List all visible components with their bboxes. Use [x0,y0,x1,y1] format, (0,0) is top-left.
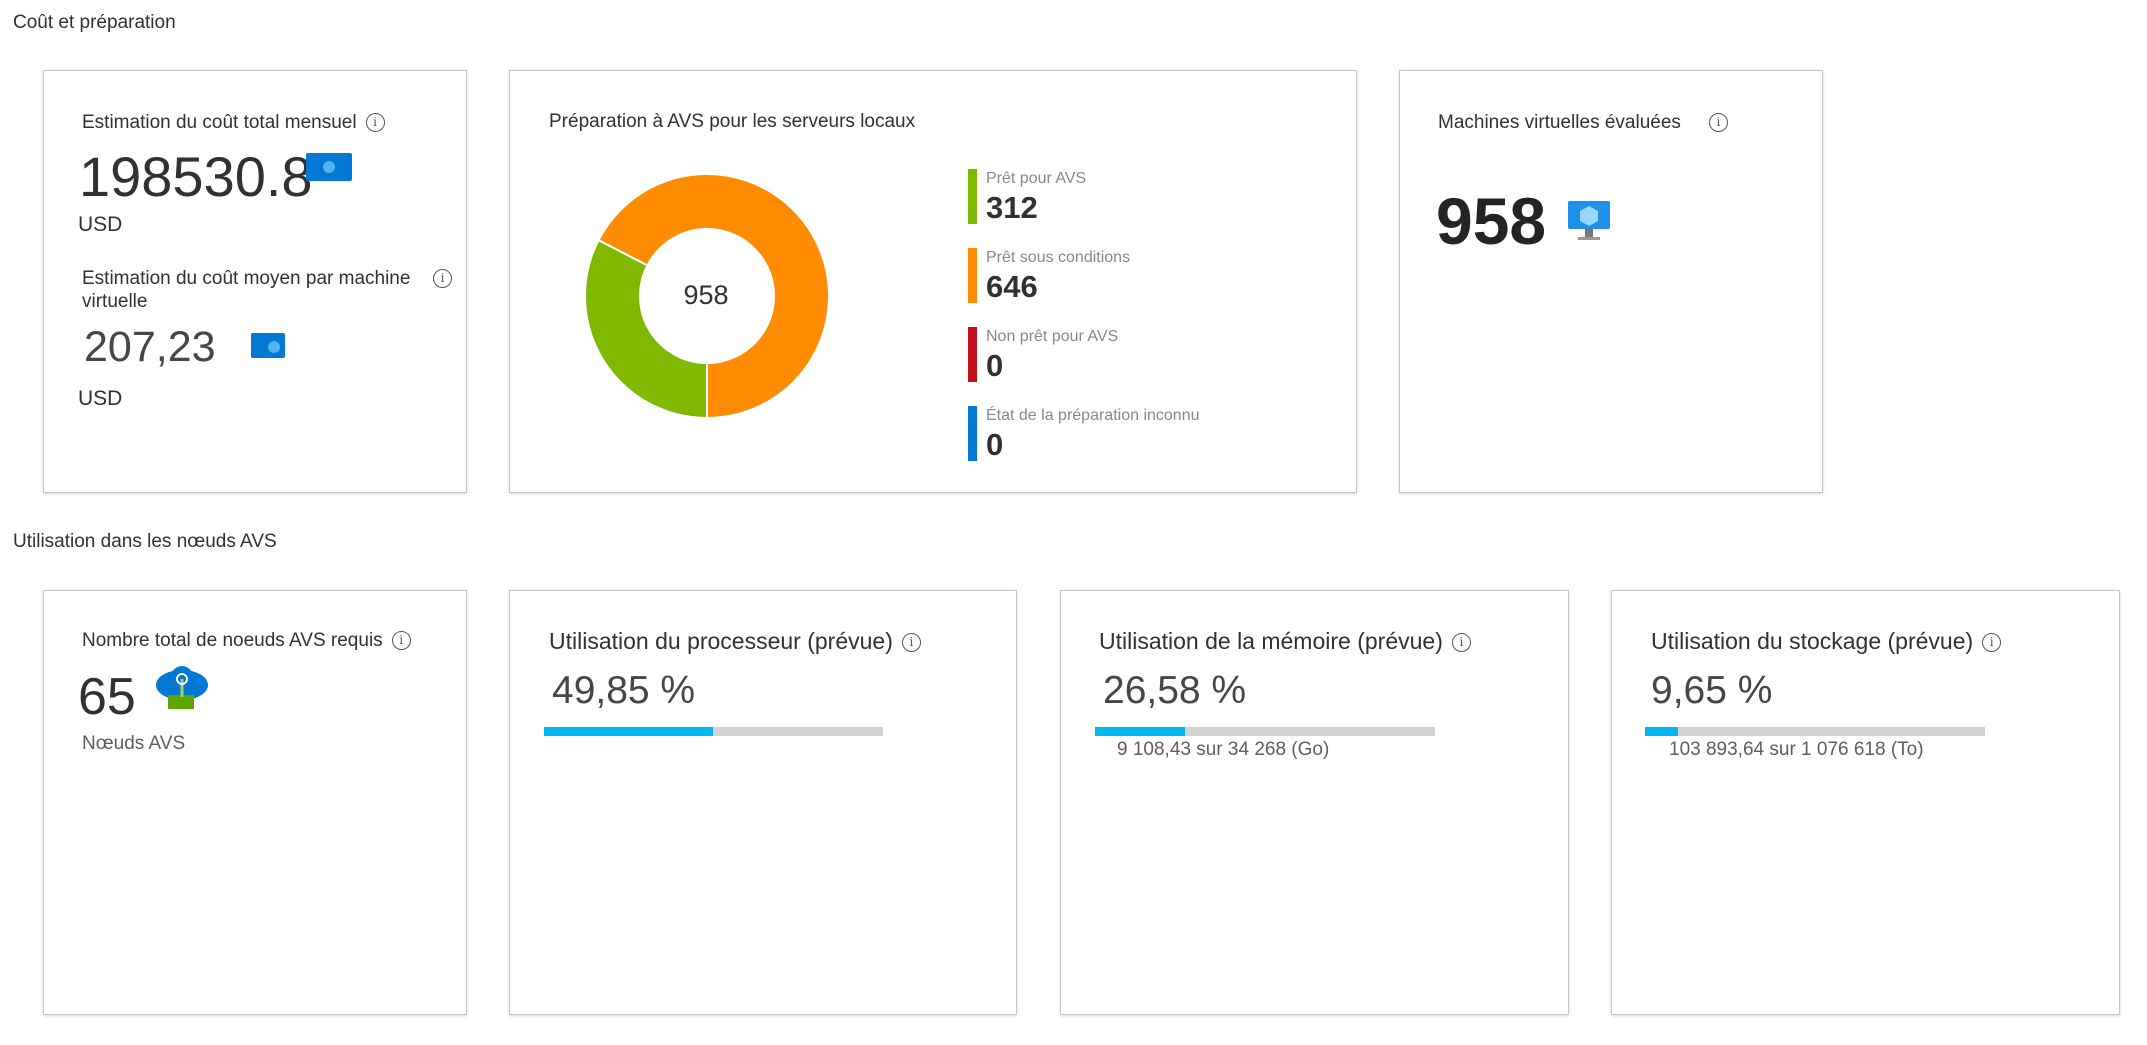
avs-node-icon [156,666,208,709]
legend-label-conditional: Prêt sous conditions [986,249,1131,266]
info-icon[interactable]: i [1451,633,1471,652]
avg-cost-header: Estimation du coût moyen par machine vir… [82,267,452,313]
legend-label-not-ready: Non prêt pour AVS [986,328,1119,345]
storage-card: Utilisation du stockage (prévue) i 9,65 … [1611,590,2120,1015]
money-icon [306,153,352,181]
total-cost-header: Estimation du coût total mensuel i [82,111,385,134]
avg-cost-value: 207,23 [84,323,216,371]
info-icon[interactable]: i [391,631,411,650]
cpu-title: Utilisation du processeur (prévue) [549,628,893,654]
memory-detail: 9 108,43 sur 34 268 (Go) [1117,739,1330,760]
nodes-unit: Nœuds AVS [82,733,186,754]
legend-label-unknown: État de la préparation inconnu [986,407,1200,424]
cpu-card: Utilisation du processeur (prévue) i 49,… [509,590,1017,1015]
info-icon[interactable]: i [1982,633,2002,652]
nodes-card: Nombre total de noeuds AVS requis i 65 N… [43,590,467,1015]
memory-title: Utilisation de la mémoire (prévue) [1099,628,1443,654]
legend-value-ready: 312 [986,190,1038,225]
storage-title: Utilisation du stockage (prévue) [1651,628,1974,654]
donut-segment-conditional[interactable] [597,173,830,420]
storage-header: Utilisation du stockage (prévue) i [1651,628,2002,655]
avg-cost-title: Estimation du coût moyen par machine vir… [82,268,411,312]
total-cost-title: Estimation du coût total mensuel [82,112,357,133]
section-title-cost: Coût et préparation [13,12,176,33]
memory-header: Utilisation de la mémoire (prévue) i [1099,628,1471,655]
memory-progress-fill [1095,727,1186,736]
cpu-progress-fill [544,727,713,736]
vm-count: 958 [1436,184,1547,258]
storage-detail: 103 893,64 sur 1 076 618 (To) [1669,739,1924,760]
total-cost-currency: USD [78,213,123,236]
vm-header: Machines virtuelles évaluées i [1438,111,1728,134]
section-title-usage: Utilisation dans les nœuds AVS [13,531,277,552]
info-icon[interactable]: i [901,633,921,652]
storage-percent: 9,65 % [1651,669,1773,712]
donut-segment-ready[interactable] [584,238,708,420]
money-icon [251,333,285,358]
virtual-machine-icon [1568,201,1610,240]
avg-cost-currency: USD [78,387,123,410]
cpu-progress-bar [544,727,883,736]
info-icon[interactable]: i [1708,113,1728,132]
nodes-count: 65 [78,668,136,726]
legend-color-unknown [968,406,977,461]
cpu-header: Utilisation du processeur (prévue) i [549,628,921,655]
info-icon[interactable]: i [365,113,385,132]
cost-card: Estimation du coût total mensuel i 19853… [43,70,467,493]
cpu-percent: 49,85 % [552,669,696,712]
memory-percent: 26,58 % [1103,669,1247,712]
readiness-title: Préparation à AVS pour les serveurs loca… [549,111,916,132]
storage-progress-fill [1645,727,1678,736]
memory-card: Utilisation de la mémoire (prévue) i 26,… [1060,590,1569,1015]
info-icon[interactable]: i [433,269,452,288]
legend-color-conditional [968,248,977,303]
memory-progress-bar [1095,727,1435,736]
nodes-title: Nombre total de noeuds AVS requis [82,630,383,651]
total-cost-value: 198530.8 [79,145,313,208]
legend-label-ready: Prêt pour AVS [986,170,1087,187]
vm-card: Machines virtuelles évaluées i 958 [1399,70,1823,493]
readiness-donut [584,173,830,420]
storage-progress-bar [1645,727,1985,736]
legend-value-conditional: 646 [986,269,1038,304]
vm-title: Machines virtuelles évaluées [1438,112,1681,133]
legend-color-not-ready [968,327,977,382]
donut-center-total: 958 [683,280,729,310]
nodes-header: Nombre total de noeuds AVS requis i [82,629,411,652]
readiness-card: Préparation à AVS pour les serveurs loca… [509,70,1357,493]
legend-value-not-ready: 0 [986,348,1004,383]
legend-value-unknown: 0 [986,427,1004,462]
legend-color-ready [968,169,977,224]
